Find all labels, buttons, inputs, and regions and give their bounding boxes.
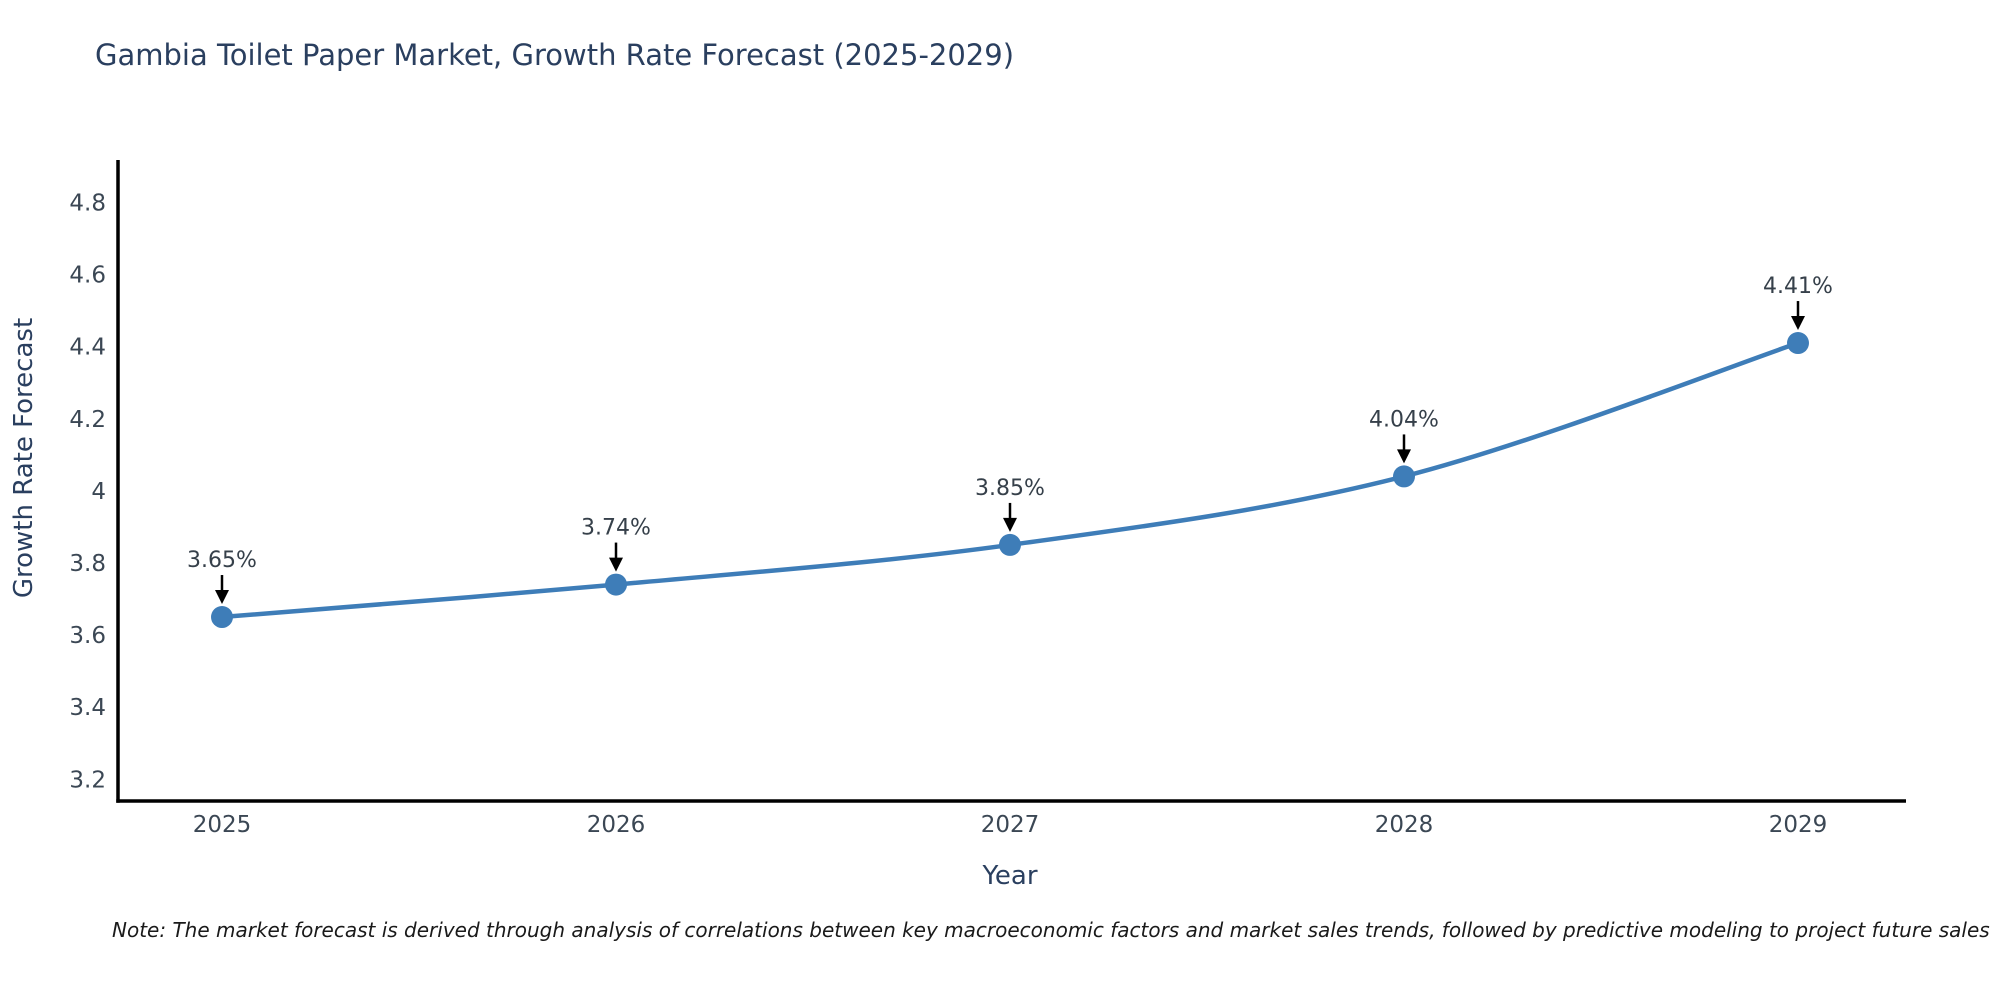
x-tick-label: 2025: [193, 812, 252, 838]
x-tick-label: 2027: [981, 812, 1040, 838]
axes-group: [116, 160, 1906, 803]
y-tick-label: 3.8: [69, 551, 106, 577]
y-axis-title: Growth Rate Forecast: [9, 318, 39, 598]
y-tick-label: 3.6: [69, 623, 106, 649]
data-point-marker: [605, 573, 627, 596]
chart-title: Gambia Toilet Paper Market, Growth Rate …: [95, 38, 1015, 72]
y-tick-label: 4.2: [69, 407, 106, 433]
y-tick-label: 3.4: [69, 695, 106, 721]
annotations-group: 3.65% 3.74% 3.85% 4.04% 4.41%: [187, 274, 1833, 605]
x-axis-title: Year: [981, 861, 1037, 891]
data-point-label: 4.04%: [1369, 407, 1439, 432]
y-tick-label: 3.2: [69, 767, 106, 793]
series-group: [211, 332, 1809, 629]
data-point-marker: [1393, 465, 1415, 488]
annotation-arrowhead: [609, 557, 623, 572]
data-point-label: 3.65%: [187, 548, 257, 573]
data-point-label: 4.41%: [1763, 274, 1833, 299]
annotation-arrowhead: [215, 590, 229, 605]
y-tick-label: 4: [91, 479, 106, 505]
y-tick-label: 4.8: [69, 190, 106, 216]
y-tick-label: 4.4: [69, 335, 106, 361]
data-point-marker: [211, 606, 233, 629]
data-point-label: 3.74%: [581, 516, 651, 541]
annotation-arrowhead: [1397, 449, 1411, 464]
x-tick-label: 2026: [587, 812, 646, 838]
data-point-marker: [999, 533, 1021, 556]
x-tick-label: 2029: [1769, 812, 1828, 838]
annotation-arrowhead: [1003, 517, 1017, 532]
y-tick-label: 4.6: [69, 263, 106, 289]
tick-labels-group: 3.2 3.4 3.6 3.8 4 4.2 4.4 4.6 4.8 2025 2026 2027 202…: [69, 190, 1827, 838]
footnote: Note: The market forecast is derived thr…: [112, 918, 1990, 942]
data-point-label: 3.85%: [975, 476, 1045, 501]
data-point-marker: [1787, 332, 1809, 355]
x-tick-label: 2028: [1375, 812, 1434, 838]
annotation-arrowhead: [1791, 316, 1805, 331]
